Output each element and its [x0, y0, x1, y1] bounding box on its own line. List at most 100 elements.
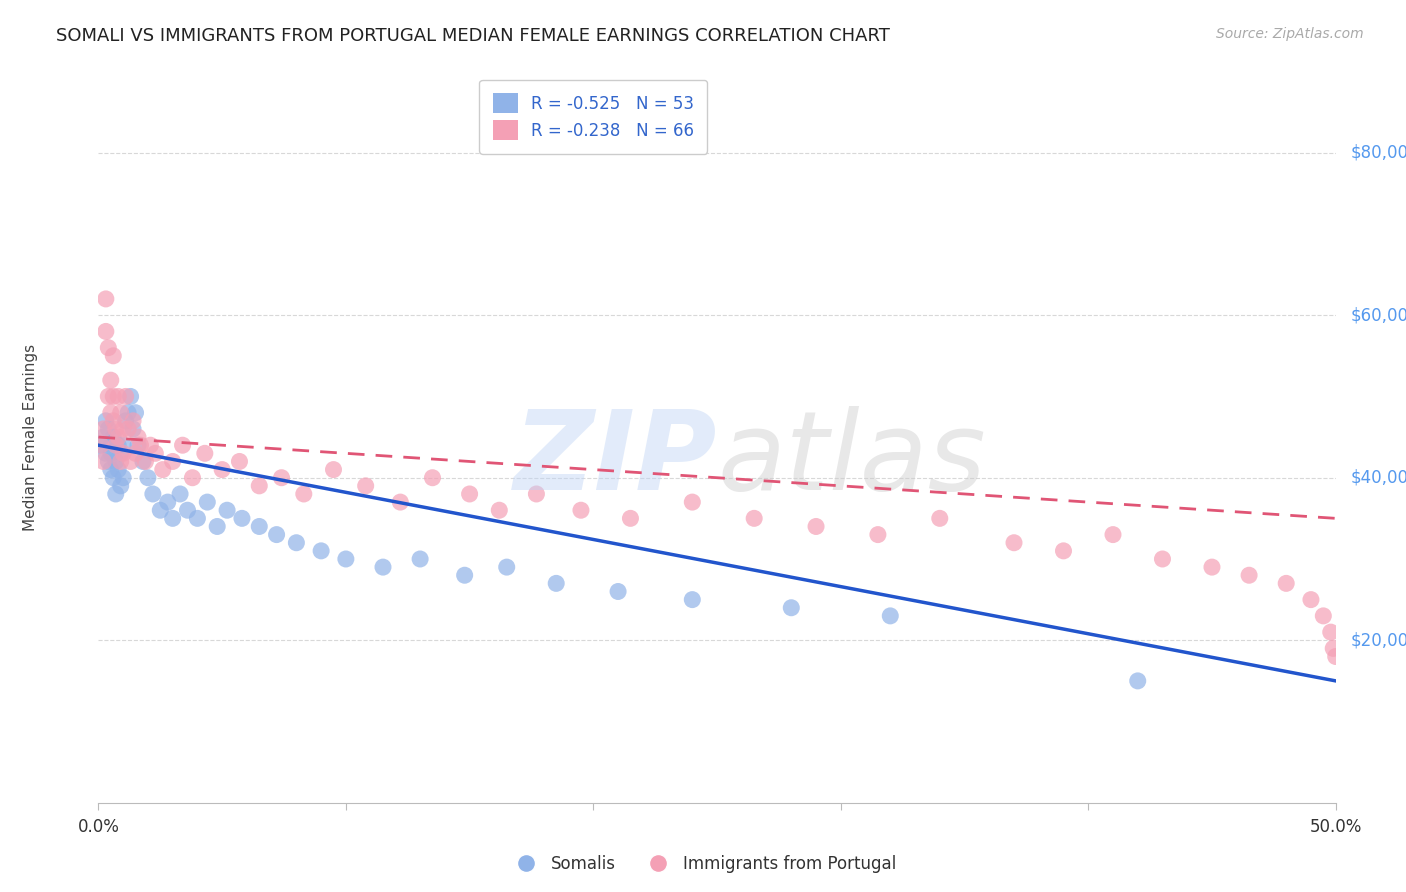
Text: $40,000: $40,000 [1351, 468, 1406, 487]
Point [1322, 641, 1344, 656]
Point [186, 511, 208, 525]
Point [526, 487, 548, 501]
Point [1052, 544, 1074, 558]
Point [488, 503, 510, 517]
Point [172, 438, 194, 452]
Point [100, 373, 122, 387]
Point [129, 438, 152, 452]
Point [127, 438, 149, 452]
Point [94, 446, 117, 460]
Point [866, 527, 889, 541]
Point [90, 438, 112, 452]
Point [1319, 625, 1341, 640]
Point [371, 560, 394, 574]
Point [162, 454, 184, 468]
Point [100, 438, 122, 452]
Point [132, 454, 155, 468]
Point [110, 454, 132, 468]
Text: $60,000: $60,000 [1351, 306, 1406, 324]
Text: ZIP: ZIP [513, 406, 717, 513]
Point [1237, 568, 1260, 582]
Point [211, 462, 233, 476]
Point [94, 325, 117, 339]
Point [619, 511, 641, 525]
Point [176, 503, 198, 517]
Text: SOMALI VS IMMIGRANTS FROM PORTUGAL MEDIAN FEMALE EARNINGS CORRELATION CHART: SOMALI VS IMMIGRANTS FROM PORTUGAL MEDIA… [56, 27, 890, 45]
Point [453, 568, 475, 582]
Point [136, 471, 159, 485]
Point [103, 389, 125, 403]
Point [335, 552, 357, 566]
Point [143, 446, 166, 460]
Point [97, 422, 120, 436]
Point [322, 462, 344, 476]
Point [97, 454, 120, 468]
Point [107, 438, 129, 452]
Point [114, 389, 136, 403]
Legend: Somalis, Immigrants from Portugal: Somalis, Immigrants from Portugal [503, 848, 903, 880]
Point [1201, 560, 1223, 574]
Point [156, 495, 179, 509]
Point [1152, 552, 1174, 566]
Point [569, 503, 592, 517]
Point [90, 438, 112, 452]
Point [228, 454, 250, 468]
Point [93, 430, 115, 444]
Point [117, 422, 139, 436]
Point [103, 414, 125, 428]
Point [389, 495, 412, 509]
Point [181, 471, 204, 485]
Point [681, 592, 703, 607]
Point [1002, 535, 1025, 549]
Point [104, 422, 127, 436]
Point [112, 446, 135, 460]
Point [93, 454, 115, 468]
Point [100, 406, 122, 420]
Point [120, 389, 142, 403]
Point [217, 503, 239, 517]
Point [104, 454, 127, 468]
Point [742, 511, 765, 525]
Point [1299, 592, 1322, 607]
Point [205, 519, 228, 533]
Point [110, 479, 132, 493]
Point [100, 446, 122, 460]
Point [139, 438, 162, 452]
Point [681, 495, 703, 509]
Point [124, 406, 146, 420]
Point [546, 576, 568, 591]
Point [112, 422, 135, 436]
Point [127, 430, 149, 444]
Point [495, 560, 517, 574]
Point [120, 454, 142, 468]
Point [409, 552, 432, 566]
Point [107, 430, 129, 444]
Text: atlas: atlas [717, 406, 986, 513]
Point [194, 446, 217, 460]
Point [112, 471, 135, 485]
Point [93, 422, 115, 436]
Point [1102, 527, 1125, 541]
Point [195, 495, 218, 509]
Point [309, 544, 332, 558]
Point [117, 406, 139, 420]
Point [103, 471, 125, 485]
Point [100, 462, 122, 476]
Point [1275, 576, 1298, 591]
Point [458, 487, 481, 501]
Point [94, 414, 117, 428]
Point [1126, 673, 1149, 688]
Point [104, 487, 127, 501]
Point [169, 487, 191, 501]
Point [1312, 608, 1334, 623]
Point [107, 389, 129, 403]
Point [107, 462, 129, 476]
Point [114, 414, 136, 428]
Point [354, 479, 377, 493]
Point [103, 430, 125, 444]
Point [149, 503, 172, 517]
Point [780, 600, 803, 615]
Text: Median Female Earnings: Median Female Earnings [22, 343, 38, 531]
Point [804, 519, 827, 533]
Point [122, 422, 145, 436]
